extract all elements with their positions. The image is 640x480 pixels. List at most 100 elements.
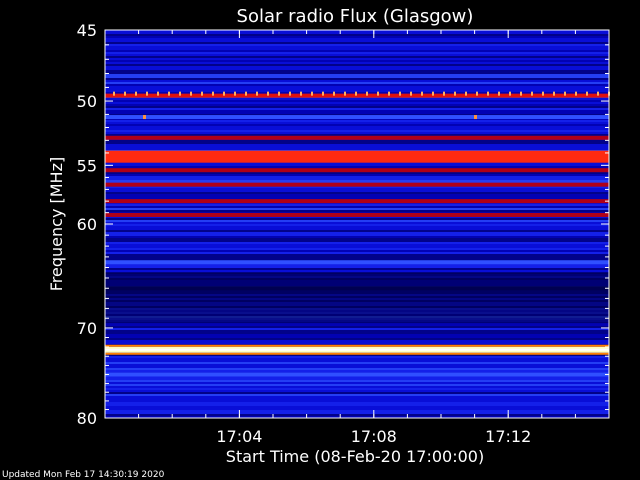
spectrogram-row (105, 362, 609, 364)
spectrogram-row (105, 42, 609, 44)
frequency-band (105, 260, 609, 265)
spectrogram-row (105, 376, 609, 378)
spectrogram-row (105, 198, 609, 200)
spectrogram-row (105, 230, 609, 232)
pulse-mark (520, 91, 522, 96)
spectrogram-row (105, 114, 609, 116)
spectrogram-row (105, 330, 609, 332)
spectrogram-row (105, 254, 609, 256)
spectrogram-row (105, 324, 609, 326)
pulse-mark (124, 91, 126, 96)
spectrogram-row (105, 110, 609, 112)
pulse-mark (531, 91, 533, 96)
spectrogram-row (105, 70, 609, 72)
spectrogram-row (105, 258, 609, 260)
spectrogram-row (105, 244, 609, 246)
spectrogram-row (105, 402, 609, 404)
spectrogram-row (105, 68, 609, 70)
spectrogram-row (105, 386, 609, 388)
pulse-mark (410, 91, 412, 96)
spectrogram-row (105, 366, 609, 368)
spectrogram-row (105, 210, 609, 212)
spectrogram-row (105, 108, 609, 110)
spectrogram-row (105, 84, 609, 86)
burst-mark (474, 115, 477, 120)
x-tick-label: 17:08 (351, 427, 397, 446)
pulse-mark (564, 91, 566, 96)
spectrogram-row (105, 134, 609, 136)
spectrogram-row (105, 364, 609, 366)
spectrogram-row (105, 172, 609, 174)
pulse-mark (476, 91, 478, 96)
dark-region (105, 272, 609, 324)
x-tick-label: 17:12 (485, 427, 531, 446)
x-axis-label: Start Time (08-Feb-20 17:00:00) (226, 447, 484, 466)
y-tick-label: 55 (77, 156, 97, 175)
pulse-mark (135, 91, 137, 96)
frequency-band (105, 182, 609, 187)
spectrogram-row (105, 250, 609, 252)
spectrogram-row (105, 180, 609, 182)
pulse-mark (300, 91, 302, 96)
frequency-band-edge (105, 344, 609, 347)
axes: 45 50 55 60 70 80 17:04 17:08 17:12 (77, 21, 610, 446)
spectrogram-row (105, 64, 609, 66)
spectrogram-row (105, 46, 609, 48)
pulse-mark (212, 91, 214, 96)
spectrogram-row (105, 326, 609, 328)
frequency-band (105, 286, 609, 291)
y-tick-label: 45 (77, 21, 97, 40)
pulse-mark (146, 91, 148, 96)
frequency-band (105, 212, 609, 217)
pulse-mark (454, 91, 456, 96)
spectrogram-row (105, 220, 609, 222)
spectrogram-row (105, 86, 609, 88)
spectrogram-row (105, 394, 609, 396)
spectrogram-row (105, 238, 609, 240)
spectrogram-row (105, 388, 609, 390)
spectrogram-row (105, 208, 609, 210)
pulse-mark (388, 91, 390, 96)
pulse-mark (344, 91, 346, 96)
spectrogram-row (105, 58, 609, 60)
spectrogram-row (105, 268, 609, 270)
spectrogram-row (105, 140, 609, 142)
frequency-band (105, 199, 609, 204)
spectrogram-row (105, 44, 609, 46)
spectrogram-row (105, 52, 609, 54)
spectrogram-row (105, 130, 609, 132)
spectrogram-row (105, 146, 609, 148)
spectrogram-row (105, 410, 609, 412)
spectrogram-row (105, 196, 609, 198)
y-tick-label: 80 (77, 409, 97, 428)
spectrogram-row (105, 252, 609, 254)
spectrogram-row (105, 226, 609, 228)
spectrogram-row (105, 30, 609, 32)
spectrogram-row (105, 88, 609, 90)
spectrogram-row (105, 186, 609, 188)
spectrogram-row (105, 106, 609, 108)
spectrogram-row (105, 36, 609, 38)
spectrogram-row (105, 368, 609, 370)
spectrogram-row (105, 236, 609, 238)
spectrogram-row (105, 240, 609, 242)
spectrogram-row (105, 162, 609, 164)
spectrogram-row (105, 194, 609, 196)
spectrogram-row (105, 142, 609, 144)
spectrogram-row (105, 400, 609, 402)
spectrogram-row (105, 192, 609, 194)
frequency-band (105, 150, 609, 163)
spectrogram-row (105, 174, 609, 176)
spectrogram-row (105, 78, 609, 80)
x-tick-label: 17:04 (216, 427, 262, 446)
spectrogram-row (105, 188, 609, 190)
plot-area (105, 30, 610, 418)
frequency-band (105, 168, 609, 173)
spectrogram-row (105, 342, 609, 344)
spectrogram-row (105, 340, 609, 342)
spectrogram-row (105, 216, 609, 218)
spectrogram-row (105, 164, 609, 166)
spectrogram-row (105, 40, 609, 42)
pulse-mark (311, 91, 313, 96)
